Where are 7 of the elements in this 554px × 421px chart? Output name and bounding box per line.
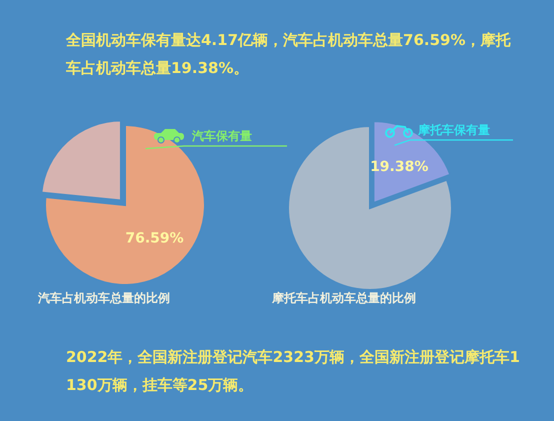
text: 全国机动车保有量达4.17亿辆，汽车占机动车总量76.59%，摩托车占机动车总量19.38%。 [65,31,512,77]
data-label: 76.59% [125,230,184,247]
text: 汽车占机动车总量的比例 [37,291,170,305]
slice-label: 汽车保有量 [191,129,252,143]
text: 摩托车占机动车总量的比例 [271,291,416,305]
slice-label: 摩托车保有量 [417,123,490,137]
text: 2022年，全国新注册登记汽车2323万辆，全国新注册登记摩托车1130万辆，挂车等25万辆。 [66,348,520,394]
